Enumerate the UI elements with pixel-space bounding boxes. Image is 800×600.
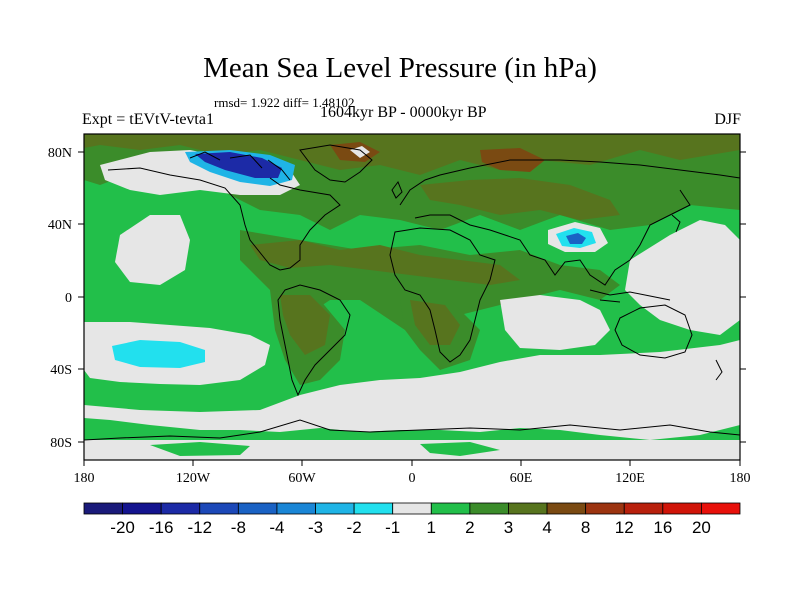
- coast-north-america: [107, 167, 341, 271]
- experiment-label: Expt = tEVtV-tevta1: [82, 111, 214, 128]
- colorbar-swatch: [315, 502, 355, 515]
- lon-tick-label: 60E: [510, 471, 533, 486]
- coast-south-america: [277, 284, 351, 397]
- colorbar-swatch: [353, 502, 394, 515]
- colorbar-label: 16: [653, 518, 672, 537]
- colorbar-swatch: [237, 502, 278, 515]
- coast-eurasia: [399, 159, 740, 286]
- band-0-npacific: [115, 215, 190, 285]
- lon-axis: [83, 460, 741, 466]
- colorbar-label: -1: [385, 518, 400, 537]
- colorbar-swatch: [585, 502, 625, 515]
- band-neg1-spacific: [112, 340, 205, 368]
- coastlines: [84, 144, 740, 441]
- colorbar-label: 3: [504, 518, 513, 537]
- band-0-antarctic-gap: [150, 442, 250, 456]
- colorbar-label: -4: [269, 518, 284, 537]
- colorbar-label: 8: [581, 518, 590, 537]
- band-0-antarctic-edge: [84, 440, 740, 460]
- coast-newzealand: [715, 359, 723, 381]
- coast-uk: [391, 180, 403, 199]
- lon-tick-label: 180: [74, 471, 95, 486]
- colorbar-swatch: [469, 502, 509, 515]
- colorbar: -20 -16 -12 -8 -4 -3 -2 -1 1 2 3 4 8 12 16 20: [83, 502, 741, 537]
- colorbar-label: 4: [542, 518, 551, 537]
- lon-tick-label: 120E: [615, 471, 645, 486]
- colorbar-swatch: [160, 502, 201, 515]
- colorbar-swatch: [430, 502, 471, 515]
- colorbar-label: 20: [692, 518, 711, 537]
- lat-tick-label: 0: [65, 291, 72, 306]
- lat-tick-label: 80N: [48, 146, 72, 161]
- colorbar-swatch: [83, 502, 123, 515]
- lat-axis: [78, 151, 746, 443]
- colorbar-swatch: [392, 502, 432, 515]
- band-4-africa: [410, 300, 460, 345]
- colorbar-swatch: [701, 502, 741, 515]
- band-4-atlantic: [250, 240, 520, 285]
- lat-tick-label: 40S: [50, 363, 72, 378]
- coast-australia: [614, 304, 693, 359]
- colorbar-label: -8: [231, 518, 246, 537]
- colorbar-swatch: [546, 502, 587, 515]
- colorbar-swatch: [276, 502, 316, 515]
- lat-tick-label: 80S: [50, 436, 72, 451]
- coast-canadian-archipelago: [189, 151, 291, 181]
- season-label: DJF: [714, 111, 741, 128]
- band-0-indian-ocean: [500, 295, 610, 350]
- band-4-eurasia: [420, 178, 620, 220]
- colorbar-label: -16: [149, 518, 174, 537]
- colorbar-label: 2: [465, 518, 474, 537]
- band-neg3-tibet: [566, 233, 586, 244]
- colorbar-swatch: [199, 502, 239, 515]
- band-4-arctic: [84, 134, 740, 175]
- coast-greenland: [299, 144, 373, 183]
- coast-africa: [389, 227, 496, 363]
- lat-tick-label: 40N: [48, 218, 72, 233]
- lon-tick-label: 0: [409, 471, 416, 486]
- coast-indonesia: [589, 289, 671, 303]
- colorbar-label: -12: [187, 518, 212, 537]
- colorbar-label: -3: [308, 518, 323, 537]
- colorbar-label: -20: [110, 518, 135, 537]
- period-label: 1604kyr BP - 0000kyr BP: [320, 104, 487, 121]
- colorbar-swatch: [508, 502, 548, 515]
- chart-title: Mean Sea Level Pressure (in hPa): [203, 52, 597, 84]
- lon-tick-label: 180: [730, 471, 751, 486]
- band-0-southern-ocean: [84, 340, 740, 440]
- pressure-field: [84, 134, 740, 460]
- band-4-samerica: [280, 295, 330, 355]
- band-0-antarctic-gap-2: [420, 442, 500, 456]
- colorbar-swatch: [662, 502, 702, 515]
- colorbar-swatch: [122, 502, 162, 515]
- lon-tick-label: 60W: [288, 471, 316, 486]
- coast-antarctica: [84, 419, 740, 441]
- lon-tick-label: 120W: [176, 471, 211, 486]
- coast-japan: [671, 214, 681, 233]
- colorbar-label: 12: [615, 518, 634, 537]
- colorbar-label: -2: [347, 518, 362, 537]
- colorbar-label: 1: [427, 518, 436, 537]
- colorbar-swatch: [623, 502, 664, 515]
- stats-label: rmsd= 1.922 diff= 1.48102: [214, 95, 355, 110]
- band-0-arctic-canada: [100, 150, 300, 195]
